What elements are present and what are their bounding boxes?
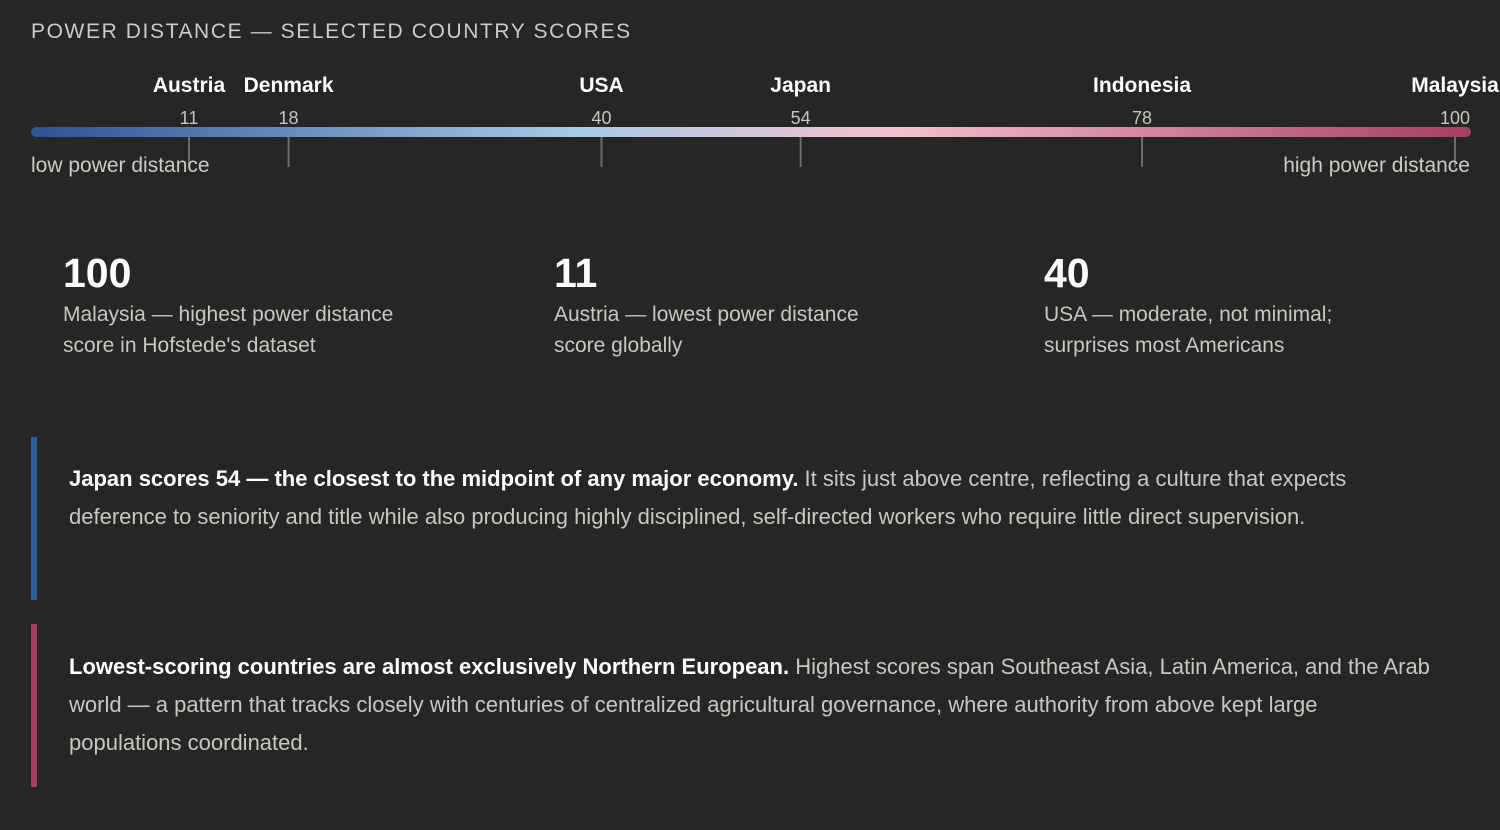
stat-description-line1: Malaysia — highest power distance <box>63 303 394 326</box>
country-label-austria: Austria <box>153 74 226 97</box>
callout-body: It sits just above centre, reflecting a … <box>69 466 1347 529</box>
stat-description-line1: USA — moderate, not minimal; <box>1044 303 1333 326</box>
stat-value: 40 <box>1044 250 1090 296</box>
value-label-indonesia: 78 <box>1132 108 1152 128</box>
low-power-distance-label: low power distance <box>31 154 210 177</box>
scale-bar <box>31 127 1471 137</box>
stat-value: 100 <box>63 250 132 296</box>
stat-description-line2: score in Hofstede's dataset <box>63 334 316 357</box>
high-power-distance-label: high power distance <box>1283 154 1470 177</box>
stat-malaysia: 100 Malaysia — highest power distance sc… <box>63 247 483 361</box>
country-label-japan: Japan <box>770 74 831 97</box>
value-label-malaysia: 100 <box>1440 108 1470 128</box>
stat-austria: 11 Austria — lowest power distance score… <box>554 247 974 361</box>
country-label-usa: USA <box>579 74 623 97</box>
value-label-denmark: 18 <box>279 108 299 128</box>
stat-value: 11 <box>554 250 598 296</box>
country-label-indonesia: Indonesia <box>1093 74 1191 97</box>
scale-svg: Austria 11 Denmark 18 USA 40 Japan 54 Indonesia 7… <box>31 74 1499 177</box>
callout-regions: Lowest-scoring countries are almost excl… <box>31 624 1431 787</box>
callout-lead: Lowest-scoring countries are almost excl… <box>69 654 790 679</box>
callout-text: Lowest-scoring countries are almost excl… <box>69 648 1431 762</box>
stat-description-line2: surprises most Americans <box>1044 334 1285 357</box>
stat-description-line2: score globally <box>554 334 683 357</box>
value-label-japan: 54 <box>791 108 811 128</box>
callout-text: Japan scores 54 — the closest to the mid… <box>69 460 1431 536</box>
chart-title: POWER DISTANCE — SELECTED COUNTRY SCORES <box>31 20 632 43</box>
stat-usa: 40 USA — moderate, not minimal; surprise… <box>1044 247 1464 361</box>
stat-description-line1: Austria — lowest power distance <box>554 303 859 326</box>
value-label-austria: 11 <box>180 108 199 128</box>
country-label-malaysia: Malaysia <box>1411 74 1499 97</box>
country-label-denmark: Denmark <box>244 74 334 97</box>
callout-body: Highest scores span Southeast Asia, Lati… <box>69 654 1430 755</box>
power-distance-scale: Austria 11 Denmark 18 USA 40 Japan 54 Indonesia 7… <box>0 60 1500 200</box>
callout-lead: Japan scores 54 — the closest to the mid… <box>69 466 799 491</box>
callout-japan: Japan scores 54 — the closest to the mid… <box>31 437 1431 600</box>
value-label-usa: 40 <box>592 108 612 128</box>
